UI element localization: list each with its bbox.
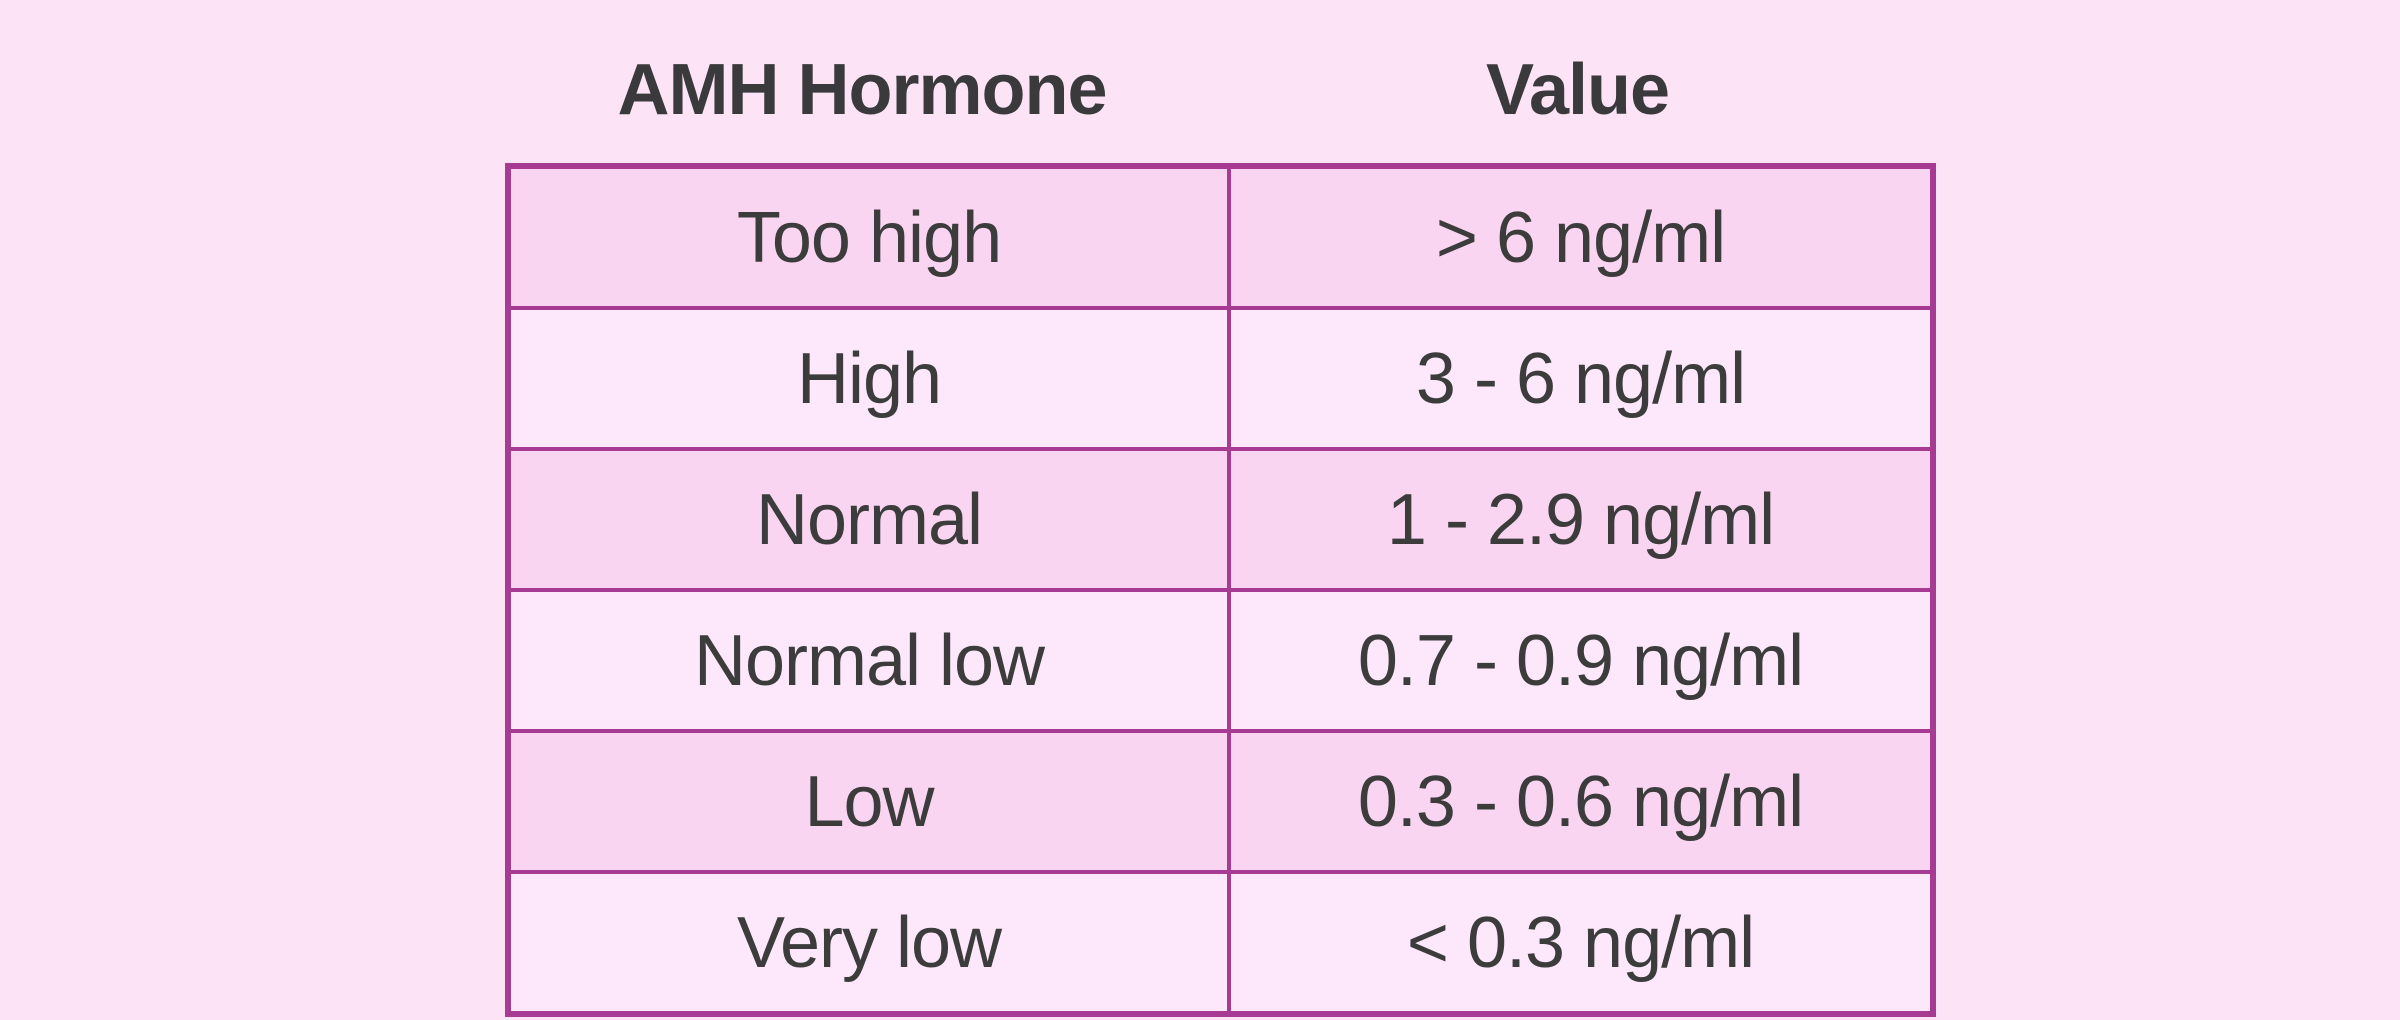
amh-values-table: Too high > 6 ng/ml High 3 - 6 ng/ml Norm…	[505, 163, 1936, 1017]
table-row: Too high > 6 ng/ml	[506, 164, 1935, 310]
value-cell: 3 - 6 ng/ml	[1227, 306, 1935, 451]
level-cell: Low	[506, 729, 1231, 874]
level-cell: Normal	[506, 447, 1231, 592]
value-cell: > 6 ng/ml	[1227, 164, 1935, 310]
value-cell: 0.7 - 0.9 ng/ml	[1227, 588, 1935, 733]
level-cell: Very low	[506, 870, 1231, 1016]
table-row: Low 0.3 - 0.6 ng/ml	[506, 729, 1935, 874]
value-cell: < 0.3 ng/ml	[1227, 870, 1935, 1016]
level-cell: Too high	[506, 164, 1231, 310]
table-row: High 3 - 6 ng/ml	[506, 306, 1935, 451]
table-header-row: AMH Hormone Value	[505, 0, 1936, 163]
column-header-amh-hormone: AMH Hormone	[617, 49, 1108, 130]
value-cell: 0.3 - 0.6 ng/ml	[1227, 729, 1935, 874]
column-header-value: Value	[1485, 49, 1670, 130]
level-cell: High	[506, 306, 1231, 451]
table-row: Normal 1 - 2.9 ng/ml	[506, 447, 1935, 592]
level-cell: Normal low	[506, 588, 1231, 733]
table-row: Normal low 0.7 - 0.9 ng/ml	[506, 588, 1935, 733]
value-cell: 1 - 2.9 ng/ml	[1227, 447, 1935, 592]
table-row: Very low < 0.3 ng/ml	[506, 870, 1935, 1016]
